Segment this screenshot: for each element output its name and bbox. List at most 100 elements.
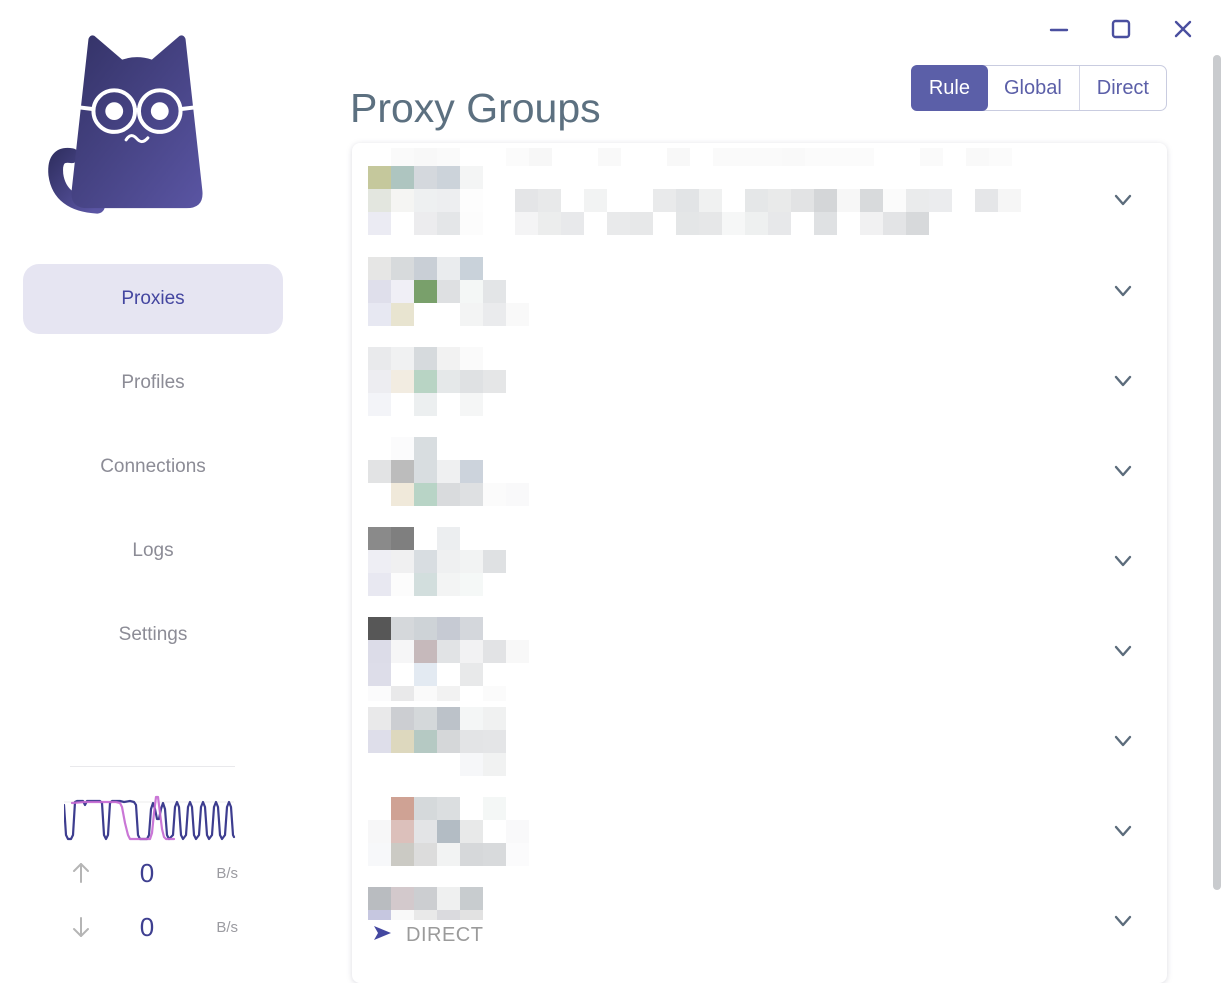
blurred-block xyxy=(437,437,460,460)
mode-button-direct[interactable]: Direct xyxy=(1078,66,1166,110)
scrollbar-thumb[interactable] xyxy=(1213,55,1221,890)
blurred-block xyxy=(975,189,998,212)
proxy-group-row[interactable] xyxy=(368,437,1151,506)
blurred-block xyxy=(414,820,437,843)
sidebar-item-settings[interactable]: Settings xyxy=(118,624,188,645)
blurred-block xyxy=(943,148,966,166)
maximize-button[interactable] xyxy=(1106,14,1136,44)
chevron-down-icon[interactable] xyxy=(1108,726,1138,756)
selected-proxy-arrow-icon xyxy=(373,925,393,946)
sidebar-item-logs[interactable]: Logs xyxy=(132,540,174,561)
close-button[interactable] xyxy=(1168,14,1198,44)
blurred-block xyxy=(437,686,460,701)
blurred-block xyxy=(391,212,414,235)
sidebar-item-proxies[interactable]: Proxies xyxy=(23,264,283,334)
blurred-block xyxy=(483,730,506,753)
blurred-block xyxy=(837,212,860,235)
proxy-group-row[interactable] xyxy=(368,707,1151,776)
blurred-block xyxy=(391,843,414,866)
download-speed-row: 0 B/s xyxy=(66,910,238,944)
chevron-down-icon[interactable] xyxy=(1108,276,1138,306)
blurred-block xyxy=(368,820,391,843)
blurred-block xyxy=(414,843,437,866)
page-title: Proxy Groups xyxy=(350,85,601,132)
blurred-block xyxy=(460,640,483,663)
blurred-block xyxy=(414,640,437,663)
proxy-group-row[interactable] xyxy=(368,257,1151,326)
blurred-block xyxy=(368,527,391,550)
blurred-block xyxy=(391,640,414,663)
blurred-block xyxy=(653,189,676,212)
minimize-button[interactable] xyxy=(1044,14,1074,44)
blurred-block xyxy=(391,550,414,573)
chevron-down-icon[interactable] xyxy=(1108,366,1138,396)
proxy-group-row[interactable] xyxy=(368,617,1151,701)
blurred-block xyxy=(529,148,552,166)
blurred-block xyxy=(782,148,805,166)
blurred-block xyxy=(368,370,391,393)
blurred-block xyxy=(414,686,437,701)
blurred-block xyxy=(460,212,483,235)
blurred-block xyxy=(745,212,768,235)
blurred-block xyxy=(552,148,575,166)
blurred-block xyxy=(460,730,483,753)
blurred-block xyxy=(391,527,414,550)
proxy-group-row[interactable] xyxy=(368,527,1151,596)
sidebar-item-connections[interactable]: Connections xyxy=(100,456,206,477)
selected-proxy[interactable]: DIRECT xyxy=(368,924,1151,947)
proxy-group-row[interactable] xyxy=(368,148,1151,235)
blurred-block xyxy=(368,303,391,326)
blurred-block xyxy=(414,797,437,820)
blurred-block xyxy=(483,640,506,663)
blurred-block xyxy=(391,617,414,640)
proxy-group-row[interactable] xyxy=(368,797,1151,866)
blurred-block xyxy=(483,797,506,820)
blurred-block xyxy=(368,347,391,370)
blurred-block xyxy=(998,212,1021,235)
chevron-down-icon[interactable] xyxy=(1108,546,1138,576)
proxy-group-row[interactable]: DIRECT xyxy=(368,887,1151,947)
blurred-block xyxy=(391,370,414,393)
blurred-block xyxy=(437,820,460,843)
mode-button-rule[interactable]: Rule xyxy=(910,65,988,111)
blurred-block xyxy=(506,148,529,166)
blurred-block xyxy=(391,797,414,820)
blurred-block xyxy=(437,370,460,393)
blurred-block xyxy=(860,189,883,212)
blurred-block xyxy=(952,212,975,235)
blurred-block xyxy=(483,280,506,303)
blurred-block xyxy=(483,550,506,573)
blurred-group-name xyxy=(368,887,1151,920)
blurred-block xyxy=(929,189,952,212)
blurred-block xyxy=(768,189,791,212)
blurred-block xyxy=(515,189,538,212)
blurred-block xyxy=(391,483,414,506)
blurred-group-name xyxy=(368,527,1151,596)
blurred-block xyxy=(644,148,667,166)
blurred-block xyxy=(460,437,483,460)
blurred-block xyxy=(414,437,437,460)
blurred-block xyxy=(437,460,460,483)
mode-button-global[interactable]: Global xyxy=(1003,76,1062,99)
blurred-block xyxy=(414,910,437,920)
chevron-down-icon[interactable] xyxy=(1108,906,1138,936)
chevron-down-icon[interactable] xyxy=(1108,456,1138,486)
blurred-block xyxy=(874,148,897,166)
blurred-block xyxy=(368,212,391,235)
blurred-block xyxy=(414,166,437,189)
blurred-block xyxy=(722,189,745,212)
blurred-block xyxy=(483,820,506,843)
sidebar-item-profiles[interactable]: Profiles xyxy=(121,372,185,393)
chevron-down-icon[interactable] xyxy=(1108,816,1138,846)
blurred-block xyxy=(391,686,414,701)
blurred-block xyxy=(814,189,837,212)
blurred-block xyxy=(437,663,460,686)
chevron-down-icon[interactable] xyxy=(1108,185,1138,215)
proxy-group-row[interactable] xyxy=(368,347,1151,416)
blurred-block xyxy=(368,686,391,701)
traffic-divider xyxy=(70,766,235,767)
blurred-block xyxy=(653,212,676,235)
blurred-block xyxy=(391,347,414,370)
blurred-block xyxy=(414,257,437,280)
chevron-down-icon[interactable] xyxy=(1108,636,1138,666)
